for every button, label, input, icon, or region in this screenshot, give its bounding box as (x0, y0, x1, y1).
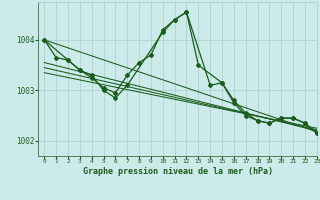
X-axis label: Graphe pression niveau de la mer (hPa): Graphe pression niveau de la mer (hPa) (83, 167, 273, 176)
